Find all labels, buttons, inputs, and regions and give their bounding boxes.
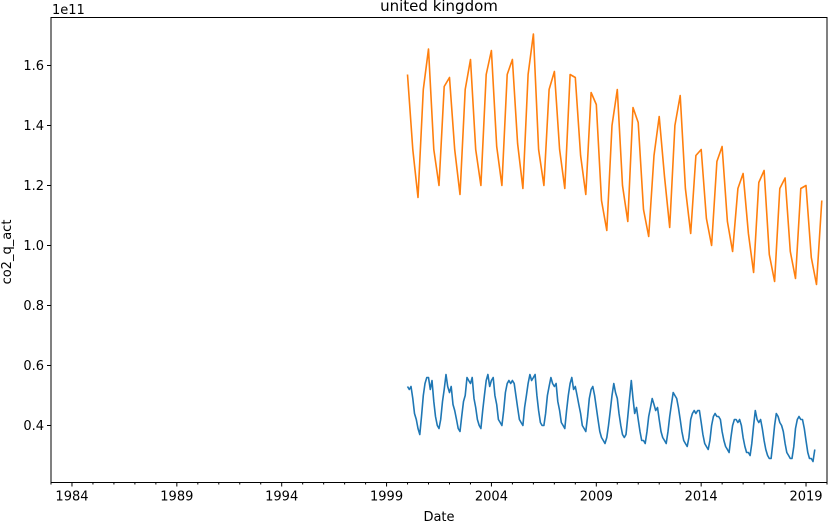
x-tick-label-1989: 1989	[160, 490, 193, 505]
y-tick-label-1.4: 1.4	[23, 119, 44, 134]
x-tick-label-2014: 2014	[685, 490, 718, 505]
chart-title: united kingdom	[380, 0, 498, 15]
y-axis-label: co2_q_act	[0, 220, 15, 285]
series-line-quarterly	[406, 33, 823, 286]
plot-frame	[50, 17, 828, 483]
x-tick-label-1999: 1999	[370, 490, 403, 505]
y-tick-label-1.0: 1.0	[23, 239, 44, 254]
y-axis: 0.4 0.6 0.8 1.0 1.2 1.4 1.6	[23, 59, 51, 434]
x-tick-label-1994: 1994	[265, 490, 298, 505]
plot-area	[406, 33, 823, 463]
y-tick-label-0.8: 0.8	[23, 299, 44, 314]
x-tick-label-2009: 2009	[580, 490, 613, 505]
y-tick-label-1.2: 1.2	[23, 179, 44, 194]
x-tick-label-1984: 1984	[55, 490, 88, 505]
x-axis-label: Date	[423, 510, 454, 525]
y-tick-label-0.4: 0.4	[23, 419, 44, 434]
y-tick-label-1.6: 1.6	[23, 59, 44, 74]
y-offset-label: 1e11	[52, 3, 85, 18]
series-line-monthly	[406, 373, 816, 463]
y-tick-label-0.6: 0.6	[23, 359, 44, 374]
x-axis: 1984 1989 1994 1999 2004 2009 2014 2019	[50, 482, 828, 505]
x-tick-label-2004: 2004	[475, 490, 508, 505]
x-tick-label-2019: 2019	[789, 490, 822, 505]
